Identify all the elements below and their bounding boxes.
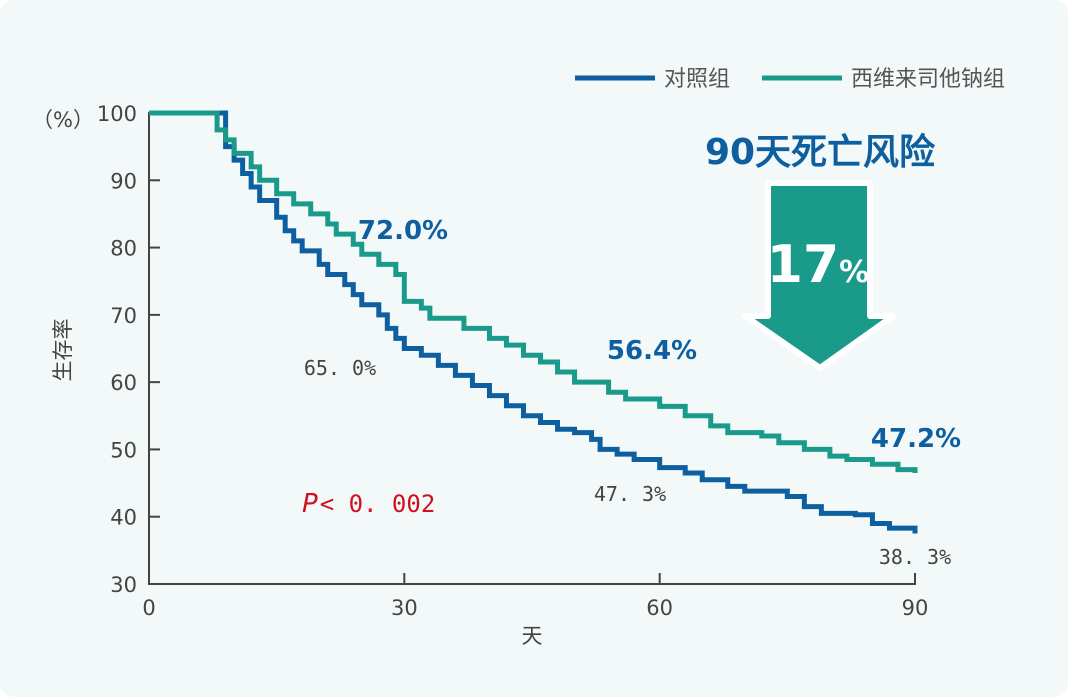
series-lines bbox=[149, 110, 918, 534]
axes bbox=[148, 112, 916, 585]
y-tick-label: 60 bbox=[110, 371, 137, 395]
risk-title: 90天死亡风险 bbox=[705, 132, 936, 173]
y-tick-label: 50 bbox=[110, 438, 137, 462]
y-tick-label: 40 bbox=[110, 506, 137, 530]
x-tick-label: 60 bbox=[646, 596, 673, 620]
y-tick-label: 70 bbox=[110, 304, 137, 328]
legend: 对照组 西维来司他钠组 bbox=[575, 67, 1005, 92]
x-tick-label: 30 bbox=[391, 596, 418, 620]
risk-unit: % bbox=[839, 255, 869, 290]
risk-number: 17 bbox=[767, 235, 839, 295]
p-value-annotation: P< 0. 002 bbox=[302, 489, 435, 519]
legend-label-treatment: 西维来司他钠组 bbox=[851, 67, 1005, 92]
y-tick-label: 30 bbox=[110, 573, 137, 597]
label-control-30d: 65. 0% bbox=[304, 356, 376, 380]
x-tick-label: 90 bbox=[902, 596, 929, 620]
label-treatment-90d: 47.2% bbox=[871, 424, 961, 454]
y-tick-label: 80 bbox=[110, 237, 137, 261]
label-control-60d: 47. 3% bbox=[594, 482, 666, 506]
x-tick-label: 0 bbox=[142, 596, 155, 620]
series-treatment-line bbox=[149, 110, 918, 473]
x-axis-label: 天 bbox=[522, 624, 543, 648]
x-ticks: 0 30 60 90 bbox=[142, 573, 928, 620]
down-arrow-icon bbox=[742, 180, 896, 371]
series-control-line bbox=[149, 110, 918, 534]
legend-label-control: 对照组 bbox=[664, 67, 730, 92]
y-unit-label: （%） bbox=[32, 108, 94, 132]
label-treatment-60d: 56.4% bbox=[607, 336, 697, 366]
p-value: < 0. 002 bbox=[320, 490, 436, 518]
y-tick-label: 100 bbox=[97, 102, 137, 126]
risk-reduction-value: 17% bbox=[767, 235, 869, 295]
y-ticks: 30 40 50 60 70 80 90 100 bbox=[97, 102, 160, 597]
label-treatment-30d: 72.0% bbox=[358, 216, 448, 246]
p-label: P bbox=[302, 489, 318, 519]
label-control-90d: 38. 3% bbox=[879, 545, 951, 569]
y-tick-label: 90 bbox=[110, 169, 137, 193]
y-axis-label: 生存率 bbox=[51, 319, 75, 382]
